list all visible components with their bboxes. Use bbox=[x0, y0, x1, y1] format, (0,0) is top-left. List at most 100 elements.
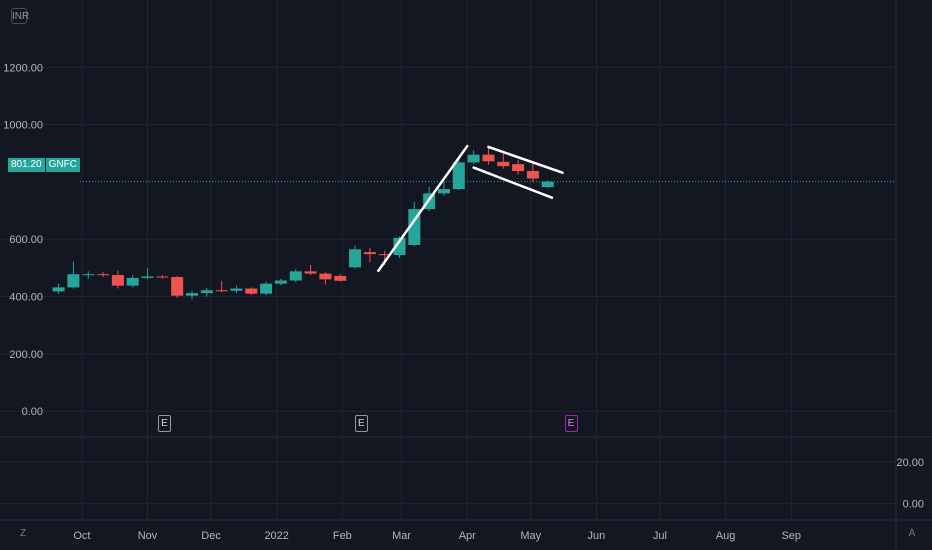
candle-body bbox=[230, 288, 243, 291]
candle bbox=[245, 287, 258, 296]
time-tick-label: Sep bbox=[781, 530, 801, 542]
time-tick-label: Jun bbox=[588, 530, 606, 542]
candle-body bbox=[289, 271, 302, 281]
candle bbox=[334, 274, 347, 282]
trendline[interactable] bbox=[472, 166, 554, 199]
time-tick-label: Jul bbox=[653, 530, 667, 542]
candle bbox=[156, 275, 169, 279]
time-tick-label: Apr bbox=[459, 530, 476, 542]
candle bbox=[185, 290, 198, 300]
price-tick-label: 400.00 bbox=[9, 292, 43, 304]
candle bbox=[304, 265, 317, 276]
candlestick-series bbox=[52, 146, 554, 300]
candle bbox=[452, 157, 465, 190]
candle-body bbox=[156, 276, 169, 278]
candle bbox=[171, 275, 184, 298]
candle-body bbox=[52, 287, 65, 292]
time-tick-label: Mar bbox=[392, 530, 411, 542]
candle-body bbox=[97, 274, 110, 276]
candle bbox=[111, 270, 124, 289]
candle bbox=[437, 181, 450, 196]
earnings-marker[interactable]: E bbox=[157, 415, 171, 432]
time-tick-label: May bbox=[520, 530, 541, 542]
candle-body bbox=[512, 164, 525, 172]
indicator-axis[interactable]: 20.00 0.00 bbox=[896, 457, 924, 511]
time-tick-label: Nov bbox=[138, 530, 158, 542]
price-tick-label: 200.00 bbox=[9, 349, 43, 361]
currency-label[interactable]: INR bbox=[11, 8, 29, 24]
candle bbox=[67, 261, 80, 289]
candle-body bbox=[378, 254, 391, 256]
price-axis[interactable]: 1200.00 1000.00 600.00 400.00 200.00 0.00 bbox=[3, 62, 43, 418]
zoom-button[interactable]: Z bbox=[19, 528, 27, 539]
candle bbox=[363, 247, 376, 263]
candle-body bbox=[497, 161, 510, 167]
candle bbox=[289, 269, 302, 283]
candle-body bbox=[67, 274, 80, 288]
indicator-tick-label: 20.00 bbox=[896, 457, 924, 469]
candle-body bbox=[111, 275, 124, 286]
candle bbox=[349, 245, 362, 269]
candle bbox=[526, 164, 539, 182]
candle-body bbox=[274, 280, 287, 284]
candle-body bbox=[452, 162, 465, 190]
last-price-tag: 801.20 GNFC bbox=[8, 158, 80, 172]
price-tick-label: 0.00 bbox=[22, 406, 43, 418]
candle-body bbox=[334, 275, 347, 281]
candle bbox=[97, 272, 110, 278]
candle-body bbox=[393, 237, 406, 255]
candle bbox=[126, 275, 139, 288]
candle-body bbox=[245, 288, 258, 294]
time-tick-label: Aug bbox=[716, 530, 736, 542]
candle-body bbox=[141, 276, 154, 278]
trendline[interactable] bbox=[487, 145, 564, 174]
time-tick-label: Feb bbox=[333, 530, 352, 542]
price-tick-label: 1000.00 bbox=[3, 120, 43, 132]
trendline[interactable] bbox=[377, 144, 469, 273]
time-axis[interactable]: Oct Nov Dec 2022 Feb Mar Apr May Jun Jul Aug Sep bbox=[73, 530, 801, 542]
candle-body bbox=[482, 154, 495, 162]
candle-body bbox=[526, 171, 539, 179]
candle-body bbox=[215, 290, 228, 292]
time-tick-label: Dec bbox=[201, 530, 221, 542]
candle bbox=[52, 283, 65, 294]
trendline-drawings[interactable] bbox=[377, 144, 564, 273]
upcoming-earnings-marker[interactable]: E bbox=[564, 415, 578, 432]
grid-lines bbox=[0, 0, 896, 520]
candle bbox=[467, 150, 480, 165]
candle-body bbox=[319, 273, 332, 280]
candle-body bbox=[260, 283, 273, 294]
candle bbox=[230, 285, 243, 294]
time-tick-label: 2022 bbox=[264, 530, 288, 542]
candle-body bbox=[200, 290, 213, 294]
candle-body bbox=[126, 277, 139, 286]
earnings-marker[interactable]: E bbox=[354, 415, 368, 432]
candle-body bbox=[82, 274, 95, 276]
price-tick-label: 600.00 bbox=[9, 234, 43, 246]
candle bbox=[319, 272, 332, 285]
candle bbox=[541, 180, 554, 189]
candle bbox=[512, 159, 525, 175]
candle-body bbox=[363, 252, 376, 255]
candle bbox=[497, 151, 510, 169]
candle-body bbox=[185, 293, 198, 296]
candle bbox=[482, 146, 495, 165]
candle-body bbox=[467, 154, 480, 163]
candle bbox=[274, 278, 287, 286]
candle-body bbox=[304, 271, 317, 274]
symbol-label: GNFC bbox=[45, 158, 80, 172]
time-tick-label: Oct bbox=[73, 530, 90, 542]
auto-scale-button[interactable]: A bbox=[908, 528, 916, 539]
candle-body bbox=[541, 181, 554, 188]
price-tick-label: 1200.00 bbox=[3, 62, 43, 74]
candle-body bbox=[171, 277, 184, 296]
candle bbox=[260, 281, 273, 296]
candle-body bbox=[349, 249, 362, 268]
indicator-tick-label: 0.00 bbox=[903, 498, 924, 510]
candle bbox=[200, 287, 213, 297]
candle bbox=[82, 271, 95, 279]
candle bbox=[141, 268, 154, 280]
last-price-value: 801.20 bbox=[8, 158, 45, 172]
